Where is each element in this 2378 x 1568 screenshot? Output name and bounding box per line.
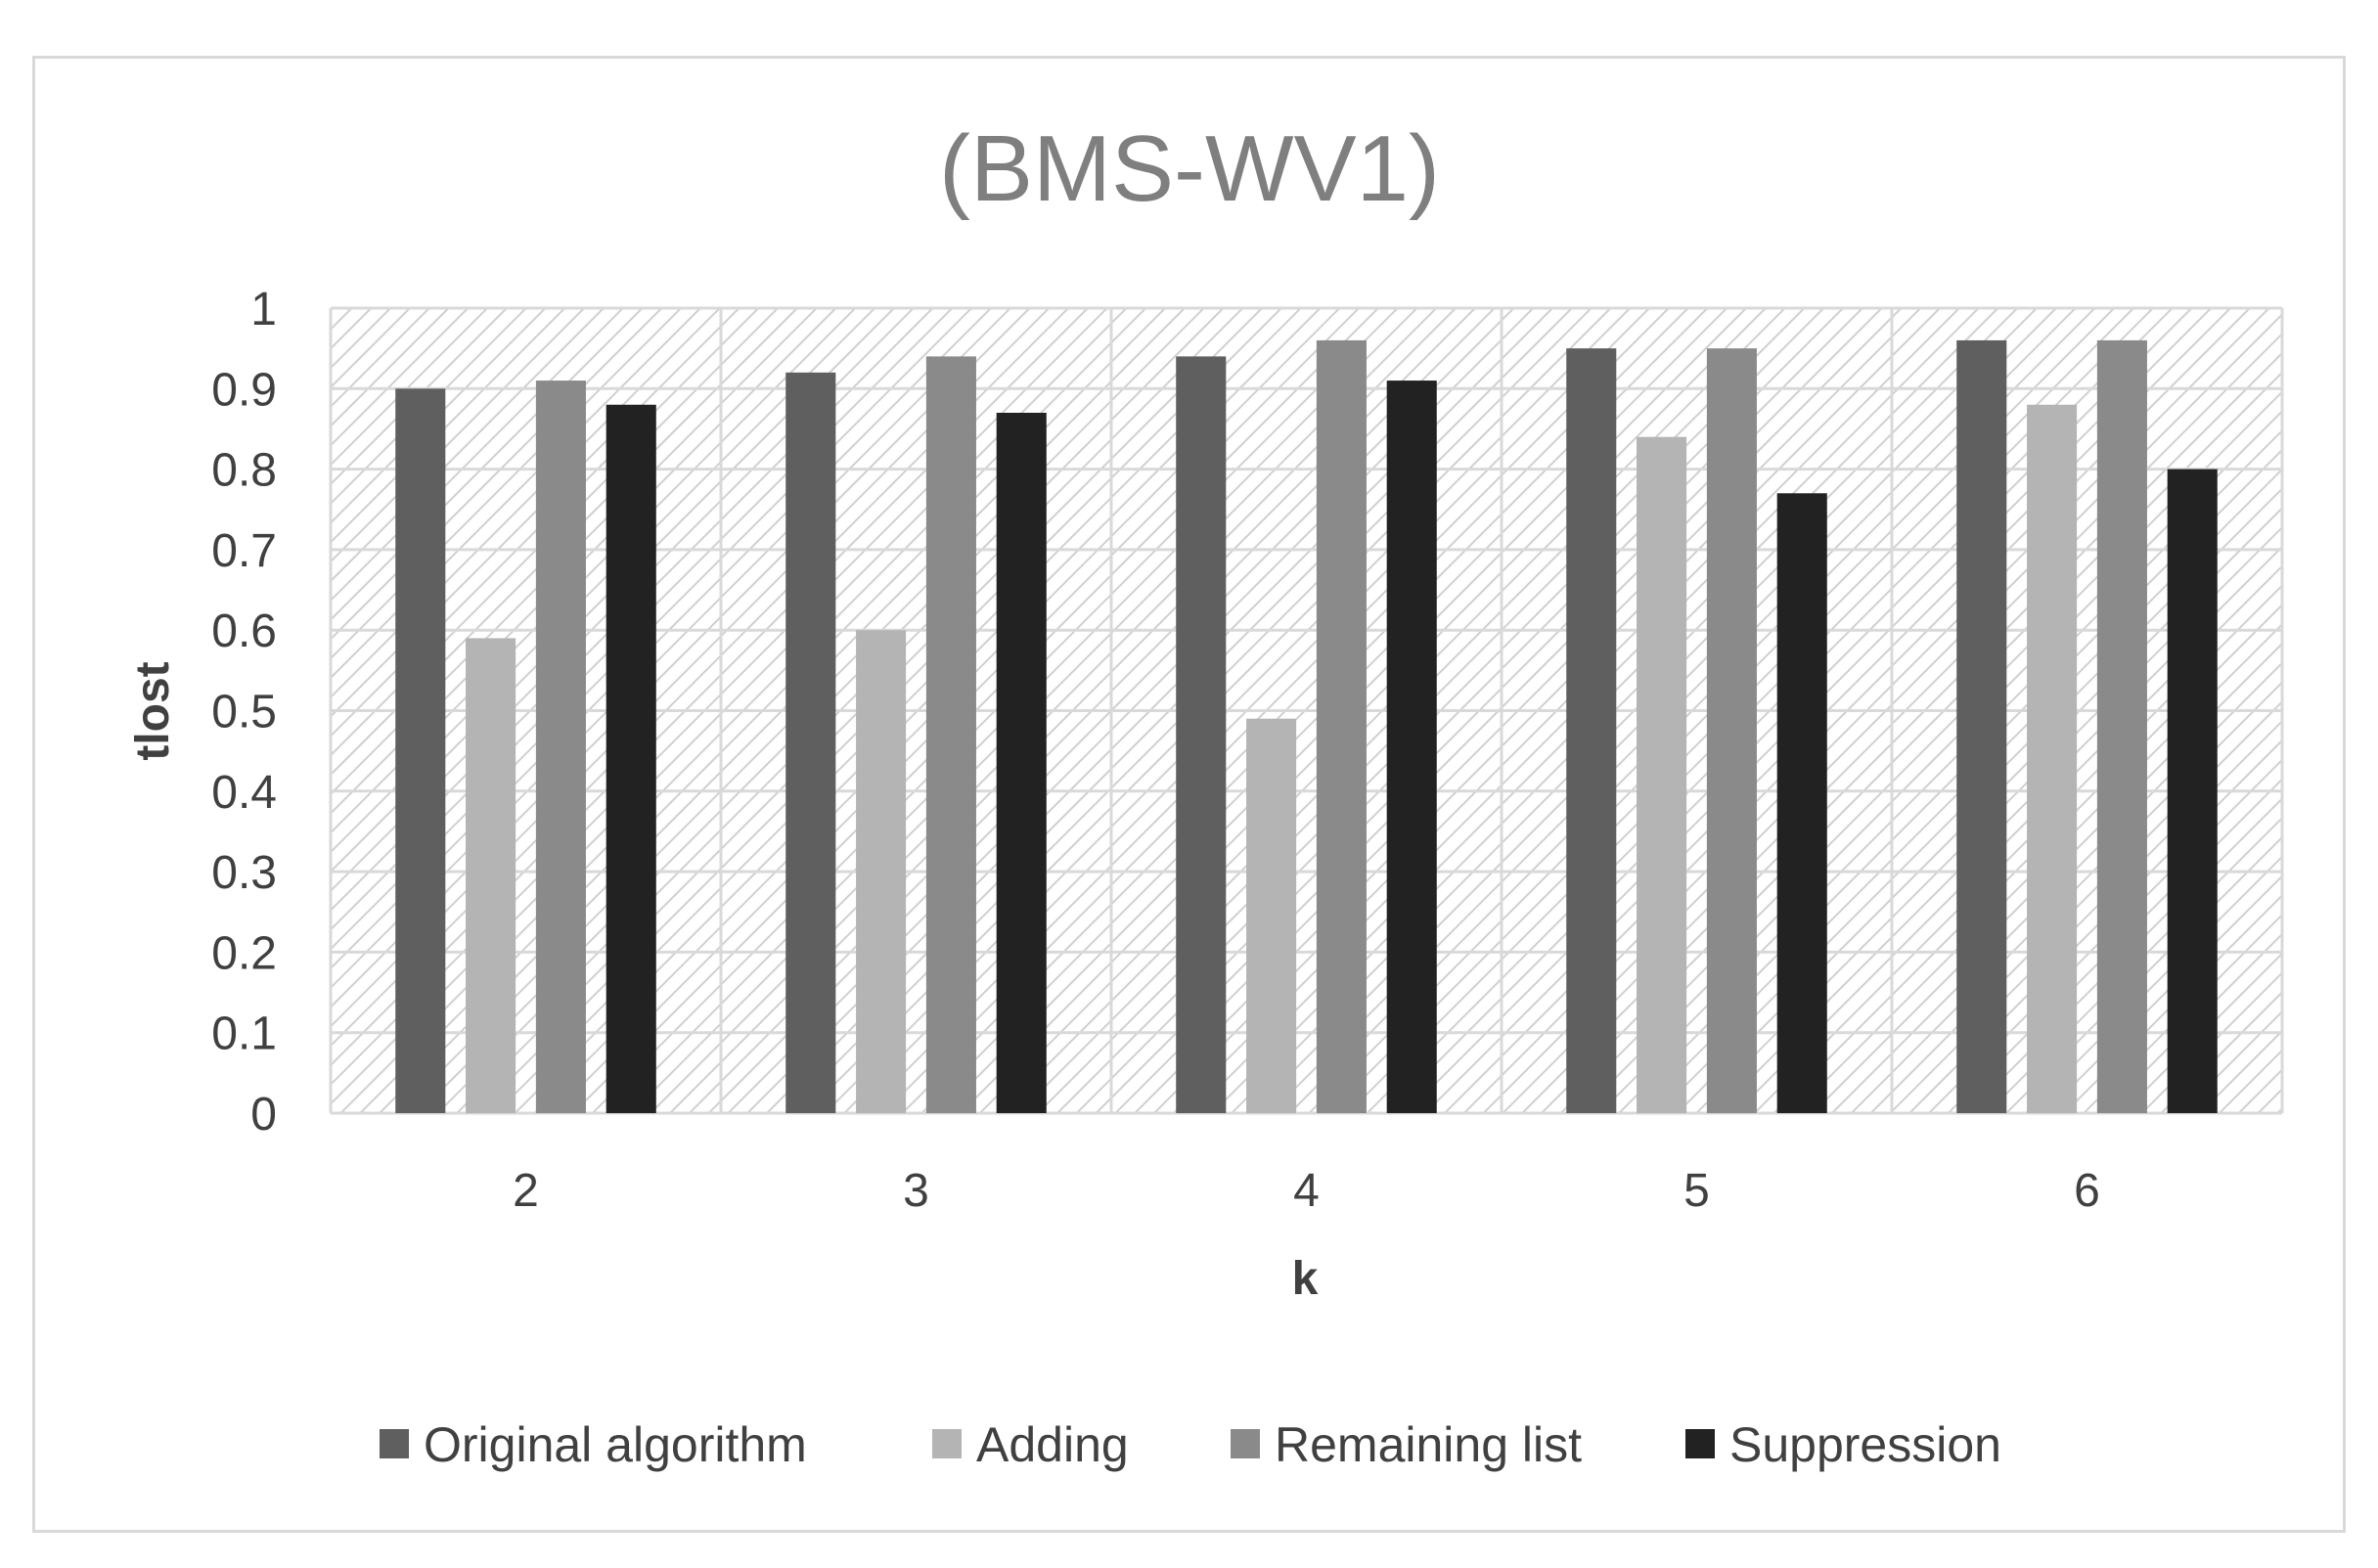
y-tick-label: 0.5 (211, 687, 277, 739)
bar-suppression-k6 (2167, 469, 2218, 1114)
legend-label: Adding (976, 1417, 1129, 1472)
bar-suppression-k4 (1386, 381, 1437, 1113)
y-tick-label: 1 (250, 284, 277, 336)
y-tick-label: 0 (250, 1089, 277, 1141)
bar-original-algorithm-k2 (395, 388, 446, 1113)
y-tick-label: 0.2 (211, 927, 277, 979)
legend-label: Suppression (1729, 1417, 2001, 1472)
chart-title: (BMS-WV1) (939, 116, 1440, 221)
y-axis-title: tlost (127, 661, 179, 760)
y-tick-label: 0.8 (211, 445, 277, 497)
legend-swatch (380, 1429, 409, 1458)
legend-swatch (1685, 1429, 1715, 1458)
x-axis-title: k (1292, 1253, 1319, 1305)
legend: Original algorithm Adding Remaining list Su… (380, 1417, 2001, 1472)
bar-adding-k5 (1637, 436, 1687, 1113)
legend-label: Remaining list (1275, 1417, 1582, 1472)
legend-label: Original algorithm (424, 1417, 807, 1472)
x-tick-label: 3 (903, 1165, 929, 1217)
legend-swatch (1231, 1429, 1260, 1458)
bars (395, 339, 2218, 1114)
y-tick-label: 0.7 (211, 525, 277, 577)
y-tick-label: 0.1 (211, 1008, 277, 1060)
y-tick-label: 0.6 (211, 605, 277, 657)
x-tick-label: 5 (1683, 1165, 1710, 1217)
bar-adding-k2 (466, 638, 516, 1113)
y-tick-labels: 0 0.1 0.2 0.3 0.4 0.5 0.6 0.7 0.8 0.9 1 (211, 284, 277, 1141)
bar-remaining-list-k2 (535, 381, 586, 1113)
bar-adding-k6 (2027, 404, 2078, 1113)
bar-original-algorithm-k3 (785, 372, 836, 1114)
bar-suppression-k5 (1776, 493, 1827, 1113)
bar-adding-k3 (856, 630, 907, 1113)
bar-original-algorithm-k5 (1566, 348, 1617, 1113)
bar-remaining-list-k3 (925, 356, 976, 1113)
bar-adding-k4 (1246, 718, 1297, 1113)
x-tick-label: 2 (513, 1165, 539, 1217)
bar-original-algorithm-k4 (1176, 356, 1227, 1113)
bar-remaining-list-k4 (1316, 339, 1367, 1113)
legend-swatch (932, 1429, 962, 1458)
bar-original-algorithm-k6 (1956, 339, 2007, 1113)
bar-remaining-list-k6 (2096, 339, 2147, 1113)
x-tick-labels: 2 3 4 5 6 (513, 1165, 2100, 1217)
bar-suppression-k2 (606, 404, 656, 1113)
x-tick-label: 6 (2074, 1165, 2100, 1217)
y-tick-label: 0.9 (211, 364, 277, 416)
y-tick-label: 0.3 (211, 847, 277, 899)
y-tick-label: 0.4 (211, 767, 277, 819)
bar-remaining-list-k5 (1706, 348, 1757, 1113)
x-tick-label: 4 (1293, 1165, 1320, 1217)
bar-suppression-k3 (996, 412, 1047, 1113)
